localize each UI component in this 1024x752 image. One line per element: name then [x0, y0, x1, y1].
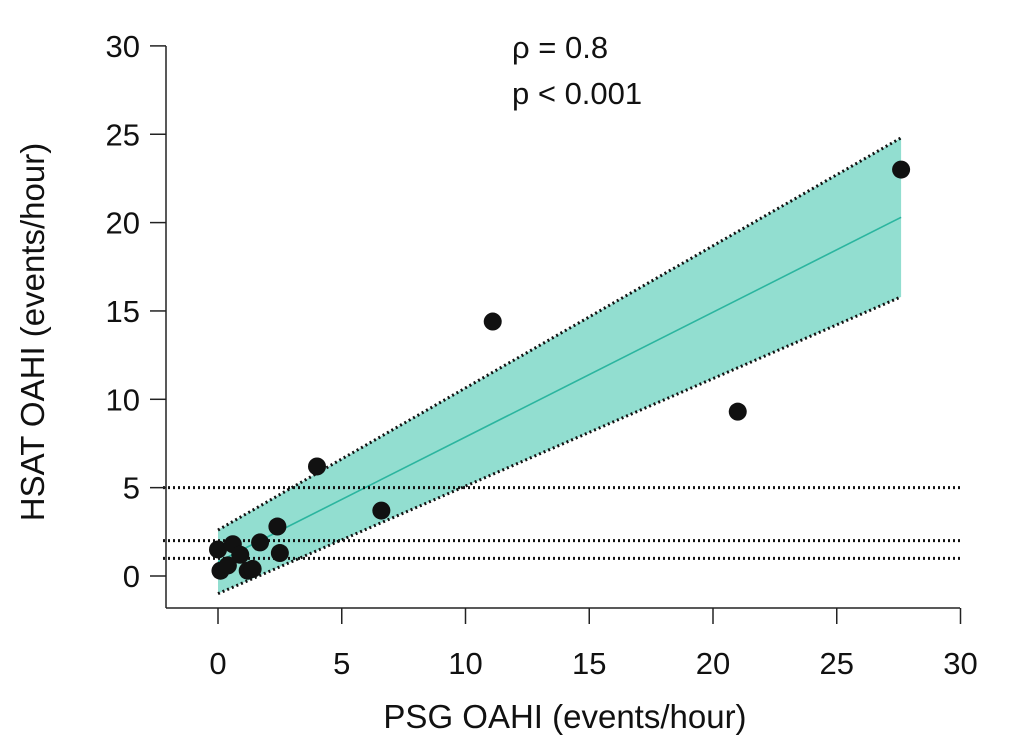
x-axis-label: PSG OAHI (events/hour) [383, 698, 746, 735]
y-tick-label-10: 10 [106, 382, 140, 417]
y-tick-label-5: 5 [123, 471, 140, 506]
data-point-8 [268, 517, 287, 536]
annotation-p-value: p < 0.001 [512, 76, 642, 111]
x-tick-label-25: 25 [820, 646, 854, 681]
x-tick-label-0: 0 [209, 646, 226, 681]
y-tick-label-20: 20 [106, 206, 140, 241]
y-tick-label-25: 25 [106, 117, 140, 152]
data-point-6 [243, 559, 262, 578]
y-tick-label-30: 30 [106, 29, 140, 64]
x-tick-label-20: 20 [696, 646, 730, 681]
data-point-11 [372, 501, 391, 520]
annotation-rho: ρ = 0.8 [512, 30, 608, 65]
y-tick-label-15: 15 [106, 294, 140, 329]
axes-layer [150, 45, 962, 624]
data-point-4 [231, 545, 250, 564]
data-point-10 [308, 457, 326, 476]
x-tick-label-5: 5 [333, 646, 350, 681]
text-layer: ρ = 0.8 p < 0.001 PSG OAHI (events/hour)… [14, 29, 978, 735]
data-point-9 [270, 544, 289, 563]
x-tick-label-30: 30 [943, 646, 977, 681]
y-axis-label: HSAT OAHI (events/hour) [14, 143, 51, 521]
data-point-7 [251, 533, 270, 552]
y-tick-label-0: 0 [123, 559, 140, 594]
data-point-12 [483, 312, 502, 331]
data-point-14 [892, 160, 911, 179]
band-lower-bound [217, 295, 902, 596]
band-upper-bound [217, 136, 902, 532]
confidence-band [218, 137, 902, 594]
confidence-band-layer [217, 136, 902, 596]
data-point-0 [209, 540, 227, 559]
data-points-layer [209, 160, 911, 580]
fit-line [217, 216, 902, 563]
x-tick-label-15: 15 [572, 646, 606, 681]
x-tick-label-10: 10 [448, 646, 482, 681]
data-point-13 [728, 402, 747, 421]
data-point-2 [218, 556, 237, 575]
reference-lines-layer [163, 486, 962, 560]
